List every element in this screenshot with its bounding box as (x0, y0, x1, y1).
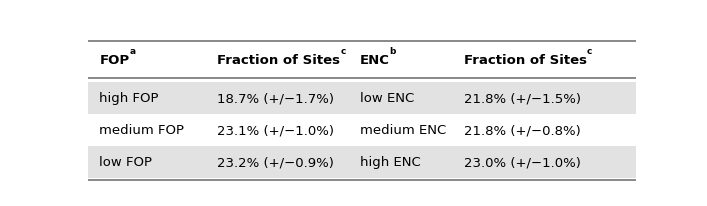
Text: 18.7% (+/−1.7%): 18.7% (+/−1.7%) (217, 92, 334, 105)
Text: ENC: ENC (360, 54, 390, 67)
Text: Fraction of Sites: Fraction of Sites (464, 54, 587, 67)
Bar (88, 83, 636, 114)
Text: Fraction of Sites: Fraction of Sites (217, 54, 340, 67)
Text: high ENC: high ENC (360, 156, 421, 168)
Text: 21.8% (+/−0.8%): 21.8% (+/−0.8%) (464, 124, 580, 137)
Text: medium FOP: medium FOP (99, 124, 185, 137)
Text: high FOP: high FOP (99, 92, 159, 105)
Text: a: a (129, 47, 136, 56)
Text: c: c (587, 47, 592, 56)
Text: medium ENC: medium ENC (360, 124, 446, 137)
Text: b: b (390, 47, 396, 56)
Text: FOP: FOP (99, 54, 129, 67)
Text: 23.1% (+/−1.0%): 23.1% (+/−1.0%) (217, 124, 334, 137)
Text: 21.8% (+/−1.5%): 21.8% (+/−1.5%) (464, 92, 580, 105)
Text: 23.2% (+/−0.9%): 23.2% (+/−0.9%) (217, 156, 334, 168)
Text: 23.0% (+/−1.0%): 23.0% (+/−1.0%) (464, 156, 580, 168)
Text: low FOP: low FOP (99, 156, 152, 168)
Text: low ENC: low ENC (360, 92, 414, 105)
Text: c: c (340, 47, 346, 56)
Bar (88, 114, 636, 146)
Bar (88, 146, 636, 178)
